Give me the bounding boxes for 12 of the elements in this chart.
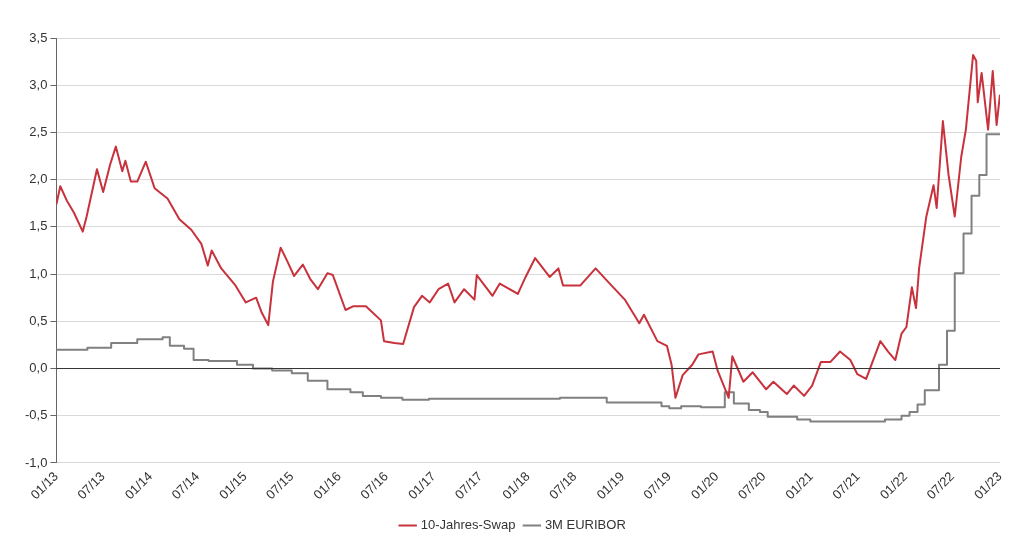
y-tick-label: 3,0 — [29, 76, 48, 92]
y-tick-label: 1,5 — [29, 218, 48, 234]
y-tick-label: 3,5 — [29, 29, 48, 45]
y-tick-label: -0,5 — [24, 407, 48, 423]
y-tick-label: 0,0 — [29, 360, 48, 376]
legend-label: 10-Jahres-Swap — [420, 517, 516, 533]
legend-label: 3M EURIBOR — [544, 517, 626, 533]
y-tick-label: 2,0 — [29, 171, 48, 187]
y-tick-label: 2,5 — [29, 124, 48, 140]
y-tick-label: 0,5 — [29, 312, 48, 328]
y-tick-label: 1,0 — [29, 265, 48, 281]
y-tick-label: -1,0 — [24, 454, 48, 470]
